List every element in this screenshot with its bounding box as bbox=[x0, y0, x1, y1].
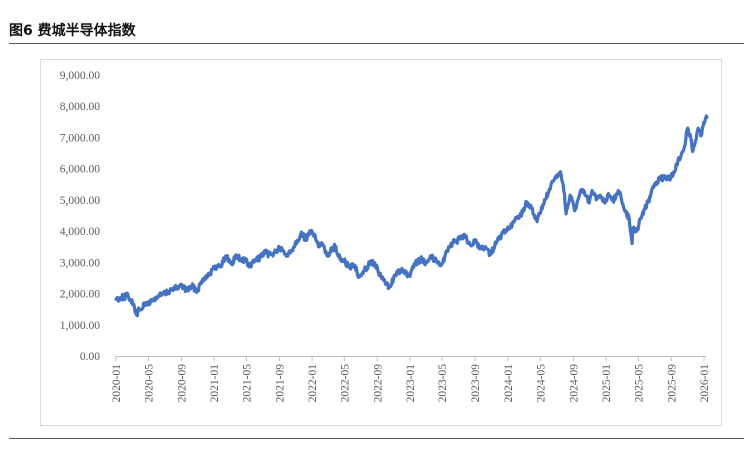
series-layer bbox=[114, 114, 709, 318]
x-tick-label: 2023-01 bbox=[405, 364, 417, 403]
x-tick-label: 2025-05 bbox=[633, 364, 645, 403]
y-tick-label: 8,000.00 bbox=[60, 101, 101, 113]
x-tick-label: 2021-01 bbox=[209, 364, 221, 403]
x-tick-label: 2024-09 bbox=[568, 364, 580, 403]
x-tick-label: 2022-05 bbox=[339, 364, 351, 403]
x-tick-label: 2023-09 bbox=[470, 364, 482, 403]
x-tick-label: 2020-05 bbox=[143, 364, 155, 403]
y-tick-label: 0.00 bbox=[80, 351, 100, 363]
bottom-rule bbox=[9, 438, 744, 439]
x-tick-label: 2021-05 bbox=[241, 364, 253, 403]
x-tick-label: 2023-05 bbox=[437, 364, 449, 403]
x-tick-label: 2021-09 bbox=[274, 364, 286, 403]
x-tick-label: 2022-01 bbox=[307, 364, 319, 403]
x-tick-label: 2020-09 bbox=[176, 364, 188, 403]
y-tick-label: 3,000.00 bbox=[60, 257, 101, 269]
figure-title: 图6 费城半导体指数 bbox=[9, 23, 136, 39]
y-tick-label: 5,000.00 bbox=[60, 195, 101, 207]
x-tick-label: 2024-01 bbox=[503, 364, 515, 403]
chart-frame bbox=[40, 59, 722, 426]
series-line bbox=[114, 114, 709, 318]
x-tick-label: 2025-01 bbox=[601, 364, 613, 403]
y-tick-label: 2,000.00 bbox=[60, 289, 101, 301]
axis-layer: 0.00 1,000.00 2,000.00 3,000.00 4,000.00 5,00… bbox=[60, 70, 711, 402]
y-tick-label: 1,000.00 bbox=[60, 320, 101, 332]
y-tick-label: 7,000.00 bbox=[60, 132, 101, 144]
y-tick-label: 6,000.00 bbox=[60, 164, 101, 176]
x-tick-label: 2022-09 bbox=[372, 364, 384, 403]
x-tick-label: 2025-09 bbox=[666, 364, 678, 403]
x-tick-label: 2020-01 bbox=[111, 364, 123, 403]
y-tick-label: 9,000.00 bbox=[60, 70, 101, 82]
x-tick-label: 2024-05 bbox=[535, 364, 547, 403]
top-rule bbox=[9, 43, 744, 44]
y-tick-label: 4,000.00 bbox=[60, 226, 101, 238]
x-tick-label: 2026-01 bbox=[699, 364, 711, 403]
